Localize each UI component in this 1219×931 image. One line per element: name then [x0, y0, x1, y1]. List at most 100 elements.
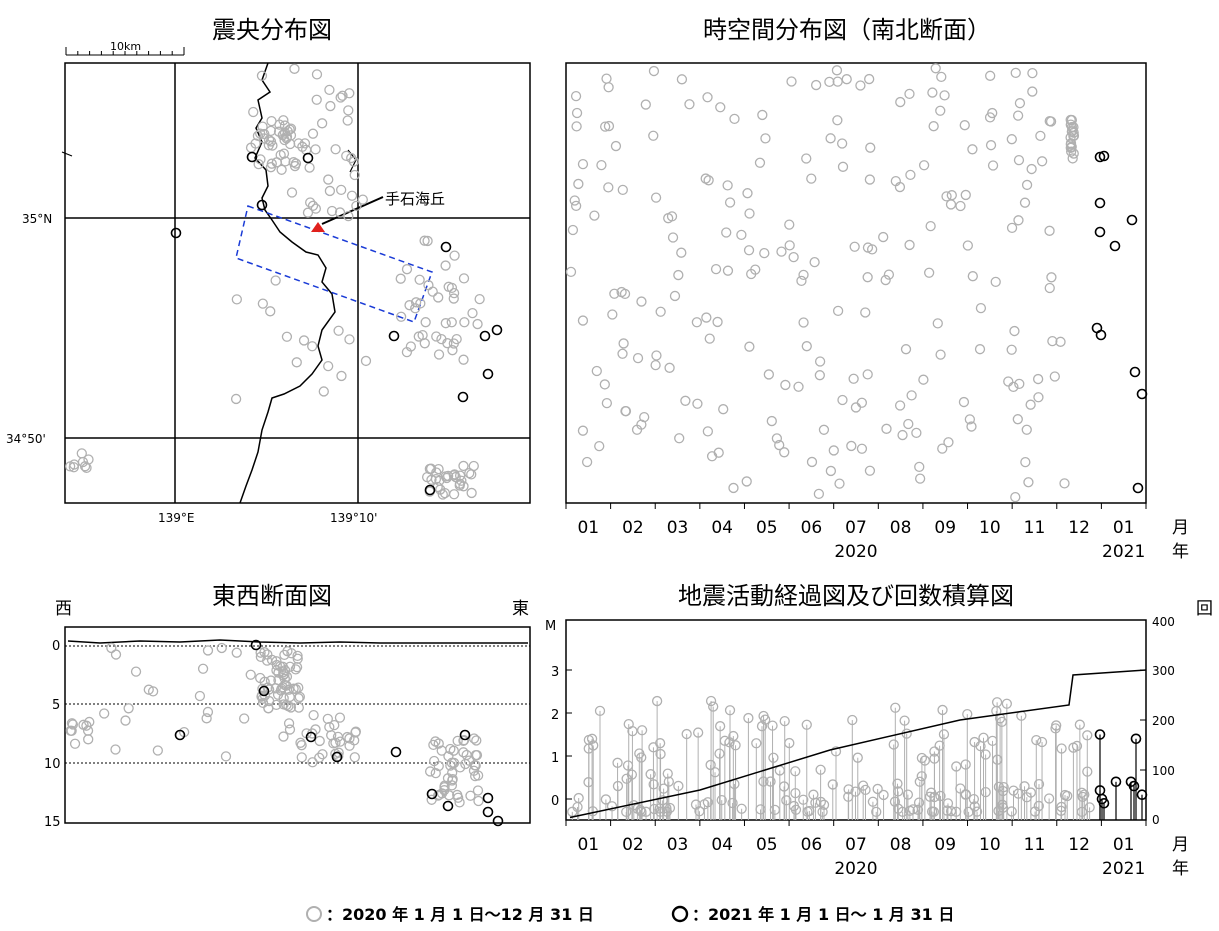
ew-point-2020: [473, 795, 484, 807]
map-point-2020: [291, 357, 302, 368]
ew-point-2020: [454, 797, 465, 808]
knoll-annotation: 手石海丘: [385, 190, 445, 208]
map-point-2021: [424, 484, 436, 496]
spacetime-point-2020: [974, 344, 986, 355]
stem-head-2020: [980, 786, 991, 798]
spacetime-point-2020: [596, 159, 607, 171]
stem-head-2020: [694, 806, 705, 817]
spacetime-point-2020: [918, 374, 929, 385]
spacetime-point-2020: [927, 87, 938, 98]
spacetime-point-2020: [565, 266, 577, 278]
stem-head-2020: [1056, 743, 1067, 754]
spacetime-point-2020: [1033, 392, 1044, 403]
stem-head-2020: [907, 804, 919, 815]
stem-head-2020: [815, 796, 827, 808]
ew-point-2020: [257, 697, 269, 709]
spacetime-point-2021: [1095, 329, 1107, 341]
spacetime-point-2020: [691, 317, 703, 328]
coastline: [239, 62, 336, 504]
month-tick-label: 02: [622, 835, 644, 855]
stem-head-2021: [1130, 733, 1142, 745]
map-point-2020: [302, 207, 314, 218]
stem-head-2020: [705, 695, 717, 707]
ew-point-2020: [290, 683, 301, 695]
teishi-knoll-marker: [311, 222, 325, 232]
stem-head-2020: [830, 746, 842, 757]
stem-head-2020: [935, 790, 946, 802]
stem-head-2020: [743, 712, 754, 724]
legend: ：2020 年 1 月 1 日～12 月 31 日 ：2021 年 1 月 1 …: [306, 905, 954, 924]
spacetime-point-2020: [1006, 134, 1017, 145]
stem-head-2020: [843, 791, 854, 802]
spacetime-point-2020: [589, 210, 600, 221]
stem-head-2020: [916, 752, 928, 764]
count-tick-100: 100: [1152, 764, 1175, 778]
month-tick-label: 11: [1024, 518, 1046, 538]
ew-point-2020: [433, 738, 444, 749]
month-tick-label: 12: [1068, 518, 1090, 538]
ew-point-2020: [275, 685, 287, 696]
month-tick-label: 05: [756, 835, 778, 855]
count-tick-400: 400: [1152, 615, 1175, 629]
spacetime-point-2020: [1008, 381, 1019, 393]
month-tick-label: 03: [667, 518, 689, 538]
spacetime-point-2020: [936, 71, 947, 83]
ew-point-2020: [271, 699, 282, 711]
map-point-2020: [404, 300, 415, 311]
spacetime-point-2020: [960, 189, 971, 201]
ew-point-2020: [334, 712, 346, 723]
spacetime-point-2020: [1010, 67, 1021, 79]
ew-point-2021: [442, 800, 454, 812]
ew-point-2020: [439, 780, 450, 791]
ew-point-2020: [445, 743, 456, 755]
ew-point-2020: [278, 731, 289, 742]
stem-head-2020: [1084, 802, 1095, 813]
ew-point-2021: [482, 792, 494, 804]
ew-point-2020: [308, 709, 319, 721]
spacetime-point-2020: [930, 63, 941, 74]
spacetime-point-2020: [655, 306, 666, 317]
ew-point-2020: [202, 645, 214, 656]
ew-point-2020: [447, 767, 458, 778]
spacetime-point-2020: [603, 182, 614, 193]
stem-head-2020: [892, 786, 904, 797]
map-point-2020: [414, 274, 425, 285]
spacetime-point-2020: [881, 423, 892, 434]
spacetime-point-2020: [632, 352, 644, 364]
stem-head-2020: [632, 803, 643, 814]
spacetime-point-2020: [864, 465, 876, 476]
spacetime-point-2020: [754, 157, 766, 168]
map-point-2020: [349, 169, 360, 181]
spacetime-point-2020: [669, 290, 681, 302]
ew-point-2020: [317, 749, 328, 760]
stem-head-2020: [708, 701, 719, 712]
stem-head-2020: [730, 740, 741, 751]
stem-head-2020: [960, 759, 971, 770]
spacetime-point-2020: [941, 191, 952, 202]
map-point-2020: [458, 354, 469, 365]
month-tick-label: 10: [979, 518, 1001, 538]
spacetime-point-2020: [914, 461, 925, 473]
depth-15: 15: [44, 815, 61, 830]
spacetime-point-2020: [849, 241, 860, 252]
stem-head-2020: [623, 718, 634, 730]
map-point-2020: [278, 115, 289, 126]
map-point-2020: [395, 273, 406, 284]
ew-point-2020: [470, 749, 481, 761]
spacetime-point-2020: [788, 251, 799, 263]
map-point-2020: [433, 292, 444, 303]
spacetime-point-2020: [832, 76, 843, 87]
stem-head-2020: [1074, 719, 1085, 730]
spacetime-point-2020: [801, 341, 812, 352]
spacetime-point-2020: [824, 76, 835, 88]
map-point-2021: [170, 227, 182, 239]
stem-head-2020: [1043, 793, 1055, 804]
map-point-2020: [344, 88, 355, 99]
spacetime-point-2020: [684, 99, 695, 110]
spacetime-point-2020: [1006, 222, 1018, 234]
map-point-2020: [446, 317, 457, 328]
ew-point-2020: [245, 669, 256, 680]
map-point-2020: [286, 187, 298, 198]
ew-point-2020: [472, 770, 484, 781]
stem-head-2020: [709, 767, 721, 778]
